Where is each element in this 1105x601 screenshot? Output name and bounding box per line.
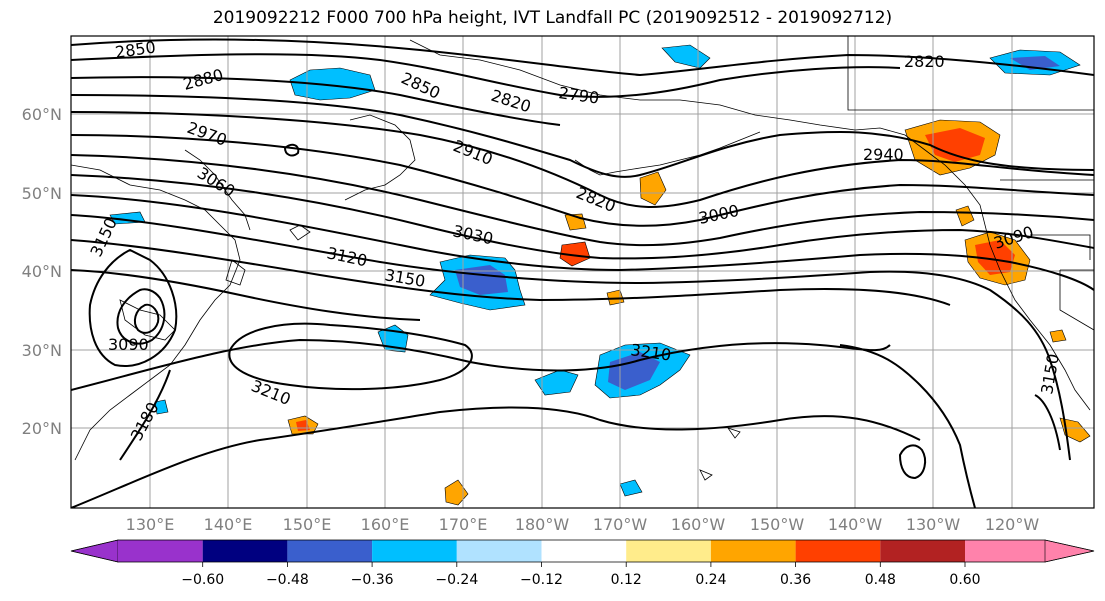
colorbar-bin — [626, 540, 711, 562]
height-contours — [71, 38, 1094, 508]
lon-label: 140°W — [828, 515, 883, 534]
map-frame — [70, 35, 1095, 509]
lat-label: 40°N — [22, 262, 62, 281]
colorbar-bin — [965, 540, 1045, 562]
map-background — [71, 36, 1094, 508]
colorbar-tick-label: −0.60 — [181, 572, 224, 588]
lon-label: 170°W — [593, 515, 648, 534]
colorbar-tick-label: −0.36 — [351, 572, 394, 588]
colorbar-ticks — [202, 562, 966, 567]
coastlines — [71, 36, 1094, 481]
colorbar-tick-label: −0.48 — [266, 572, 309, 588]
colorbar-bin — [372, 540, 457, 562]
colorbar-bin — [880, 540, 965, 562]
contour-label: 2940 — [863, 145, 904, 164]
lat-label: 20°N — [22, 419, 62, 438]
colorbar-tick-label: −0.24 — [435, 572, 478, 588]
colorbar-tick-label: 0.36 — [780, 572, 811, 588]
contour-label: 3090 — [108, 335, 149, 354]
colorbar-tick-label: 0.48 — [865, 572, 896, 588]
lon-label: 150°E — [283, 515, 332, 534]
graticule — [71, 36, 1094, 508]
lon-label: 150°W — [750, 515, 805, 534]
colorbar-tick-label: 0.24 — [695, 572, 726, 588]
lat-label: 30°N — [22, 341, 62, 360]
colorbar-bin — [456, 540, 542, 562]
colorbar-bin — [795, 540, 881, 562]
lon-label: 160°W — [671, 515, 726, 534]
lon-label: 120°W — [985, 515, 1040, 534]
lon-label: 140°E — [204, 515, 253, 534]
lon-label: 160°E — [361, 515, 410, 534]
colorbar-bin — [541, 540, 627, 562]
colorbar-tick-label: −0.12 — [520, 572, 563, 588]
lon-label: 170°E — [439, 515, 488, 534]
map-title: 2019092212 F000 700 hPa height, IVT Land… — [212, 8, 893, 28]
lat-label: 60°N — [22, 105, 62, 124]
contour-label: 2820 — [904, 52, 945, 71]
colorbar-extend-low — [70, 539, 119, 563]
lat-label: 50°N — [22, 184, 62, 203]
colorbar-outline — [70, 539, 1095, 563]
lon-label: 130°W — [906, 515, 961, 534]
colorbar-bin — [202, 540, 288, 562]
colorbar-extend-high — [1044, 539, 1095, 563]
colorbar-bin — [710, 540, 796, 562]
colorbar-tick-label: 0.12 — [611, 572, 642, 588]
colorbar-bin — [287, 540, 373, 562]
latitude-labels: 60°N 50°N 40°N 30°N 20°N — [22, 105, 62, 438]
lon-label: 130°E — [126, 515, 175, 534]
colorbar-tick-label: 0.60 — [949, 572, 980, 588]
colorbar: −0.60 −0.48 −0.36 −0.24 −0.12 0.12 0.24 … — [70, 539, 1095, 588]
longitude-labels: 130°E 140°E 150°E 160°E 170°E 180°W 170°… — [126, 515, 1040, 534]
colorbar-bin — [118, 540, 203, 562]
lon-label: 180°W — [515, 515, 570, 534]
